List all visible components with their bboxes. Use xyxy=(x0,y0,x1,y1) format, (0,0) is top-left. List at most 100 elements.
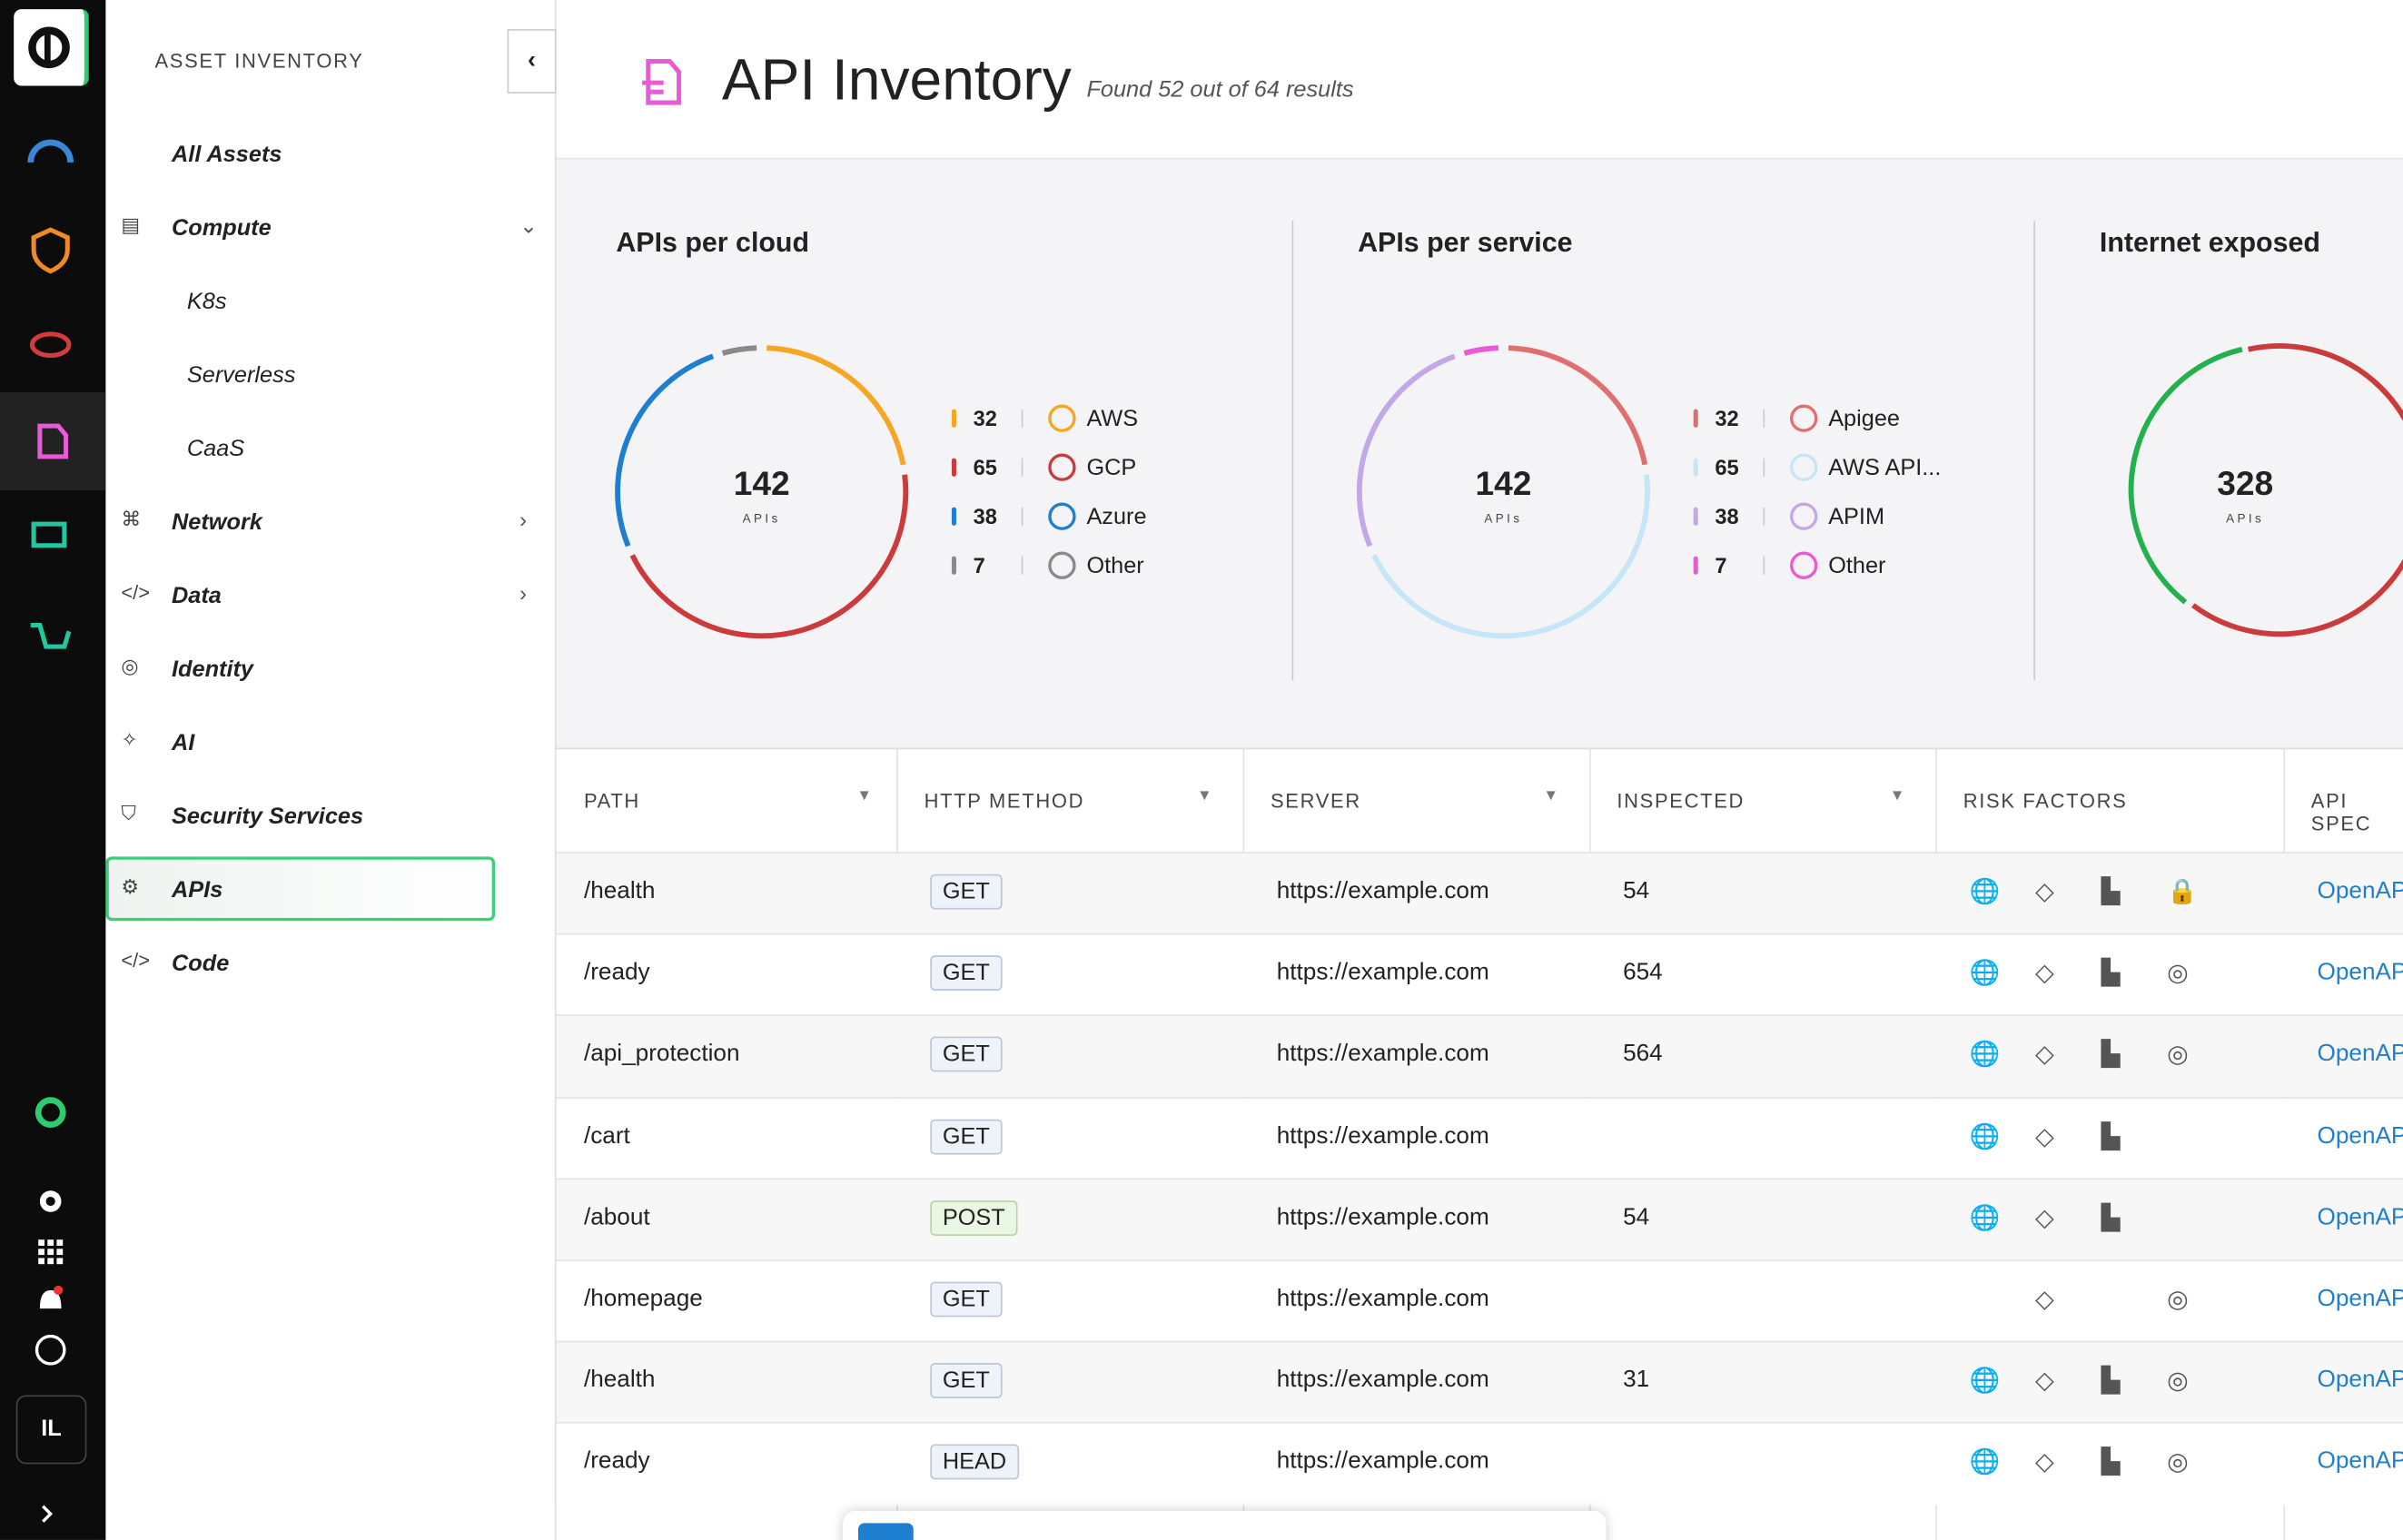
legend-icon xyxy=(1792,553,1816,578)
risk-icon: ▙ xyxy=(2101,1040,2121,1071)
summary-cards: 142APIs32AWS65GCP38Azure7Other142APIs32A… xyxy=(557,160,2403,750)
spec-link[interactable]: OpenAPI xyxy=(2318,960,2403,987)
nav-item[interactable]: Code xyxy=(172,951,229,977)
risk-icon: ▙ xyxy=(2101,958,2121,989)
method-badge: POST xyxy=(930,1200,1017,1236)
toolbar[interactable] xyxy=(843,1511,1606,1540)
risk-icon: ◎ xyxy=(2167,1447,2189,1478)
risk-icon: ◇ xyxy=(2035,1447,2054,1478)
nav-icon: </> xyxy=(121,581,150,604)
risk-icon: ◇ xyxy=(2035,1040,2054,1071)
logo[interactable] xyxy=(14,9,89,85)
chevron: › xyxy=(519,508,527,532)
risk-icon: ▙ xyxy=(2101,1447,2121,1478)
header: API Inventory Found 52 out of 64 results xyxy=(557,0,2403,160)
nav-item[interactable]: Security Services xyxy=(172,804,363,830)
nav-item[interactable]: Compute xyxy=(172,215,272,242)
legend-label: GCP xyxy=(1086,455,1136,480)
nav-item[interactable]: CaaS xyxy=(187,436,244,462)
path-cell: /health xyxy=(584,878,656,905)
column-header: RISK FACTORS xyxy=(1963,789,2128,812)
column-header: PATH xyxy=(584,789,640,812)
method-badge: GET xyxy=(930,1363,1002,1398)
nav-item[interactable]: AI xyxy=(172,730,194,756)
risk-icon: 🌐 xyxy=(1969,1040,2000,1071)
inspected-cell: 54 xyxy=(1623,1204,1649,1231)
column-header: SERVER xyxy=(1271,789,1361,812)
result-count: Found 52 out of 64 results xyxy=(1086,76,1353,103)
spec-link[interactable]: OpenAPI xyxy=(2318,1448,2403,1476)
donut-segment xyxy=(1464,348,1498,353)
risk-icon: ◇ xyxy=(2035,1202,2054,1233)
legend-value: 7 xyxy=(974,555,985,578)
risk-icon: 🌐 xyxy=(1969,1366,2000,1397)
risk-icon: 🌐 xyxy=(1969,1447,2000,1478)
path-cell: /ready xyxy=(584,1448,650,1476)
page-icon xyxy=(636,55,691,111)
nav-item[interactable]: Network xyxy=(172,509,262,536)
legend-label: Apigee xyxy=(1828,406,1900,431)
risk-icon: ◇ xyxy=(2035,1121,2054,1152)
spec-link[interactable]: OpenAPI xyxy=(2318,1041,2403,1068)
server-cell: https://example.com xyxy=(1277,960,1489,987)
nav-item[interactable]: Data xyxy=(172,583,222,609)
donut-segment xyxy=(618,356,713,546)
server-cell: https://example.com xyxy=(1277,878,1489,905)
server-cell: https://example.com xyxy=(1277,1204,1489,1231)
nav-item[interactable]: K8s xyxy=(187,289,227,315)
rail-icons[interactable] xyxy=(0,107,105,674)
nav-item[interactable]: APIs xyxy=(172,877,222,903)
server-cell: https://example.com xyxy=(1277,1041,1489,1068)
nav-panel: ASSET INVENTORY ‹ All AssetsCompute▤⌄K8s… xyxy=(105,0,558,1540)
spec-link[interactable]: OpenAPI xyxy=(2318,1367,2403,1395)
spec-link[interactable]: OpenAPI xyxy=(2318,1122,2403,1150)
nav-icon: ✧ xyxy=(121,728,137,753)
risk-icon: ◇ xyxy=(2035,1284,2054,1315)
path-cell: /health xyxy=(584,1367,656,1395)
legend-icon xyxy=(1792,504,1816,528)
spec-link[interactable]: OpenAPI xyxy=(2318,1204,2403,1231)
risk-icon: 🔒 xyxy=(2167,876,2198,907)
nav-title: ASSET INVENTORY xyxy=(154,49,363,72)
risk-icon: ◇ xyxy=(2035,1366,2054,1397)
donut-label: APIs xyxy=(1484,511,1522,525)
selected-highlight xyxy=(105,856,495,921)
legend-value: 65 xyxy=(974,457,997,480)
collapse-button[interactable]: ‹ xyxy=(508,29,557,94)
donut-label: APIs xyxy=(743,511,781,525)
risk-icon: ◎ xyxy=(2167,958,2189,989)
filter-icon: ▼ xyxy=(1543,787,1558,805)
risk-icon: ◇ xyxy=(2035,958,2054,989)
donut-segment xyxy=(1360,356,1455,546)
inspected-cell: 654 xyxy=(1623,960,1663,987)
rail-bottom[interactable] xyxy=(0,1072,105,1540)
legend-swatch xyxy=(1694,557,1698,575)
column-header: INSPECTED xyxy=(1617,789,1745,812)
legend-value: 65 xyxy=(1715,457,1738,480)
chevron: › xyxy=(519,581,527,606)
user-initials[interactable]: IL xyxy=(17,1416,86,1442)
legend-label: Other xyxy=(1828,553,1885,578)
legend-swatch xyxy=(1694,508,1698,526)
donut-segment xyxy=(1508,348,1645,465)
legend-swatch xyxy=(952,557,956,575)
filter-icon: ▼ xyxy=(1197,787,1212,805)
legend-icon xyxy=(1050,406,1074,430)
column-header: API SPEC xyxy=(2311,789,2403,835)
nav-item[interactable]: Identity xyxy=(172,656,253,683)
donut-total: 328 xyxy=(2217,464,2273,502)
spec-link[interactable]: OpenAPI xyxy=(2318,1286,2403,1313)
path-cell: /ready xyxy=(584,960,650,987)
legend-swatch xyxy=(952,459,956,477)
spec-link[interactable]: OpenAPI xyxy=(2318,878,2403,905)
risk-icon: ▙ xyxy=(2101,1366,2121,1397)
nav-item[interactable]: All Assets xyxy=(172,142,282,168)
nav-icon: ⌘ xyxy=(121,508,141,532)
nav-item[interactable]: Serverless xyxy=(187,362,296,389)
legend-icon xyxy=(1792,406,1816,430)
legend-swatch xyxy=(952,508,956,526)
server-cell: https://example.com xyxy=(1277,1286,1489,1313)
chevron: ⌄ xyxy=(519,213,538,240)
risk-icon: ▙ xyxy=(2101,1202,2121,1233)
